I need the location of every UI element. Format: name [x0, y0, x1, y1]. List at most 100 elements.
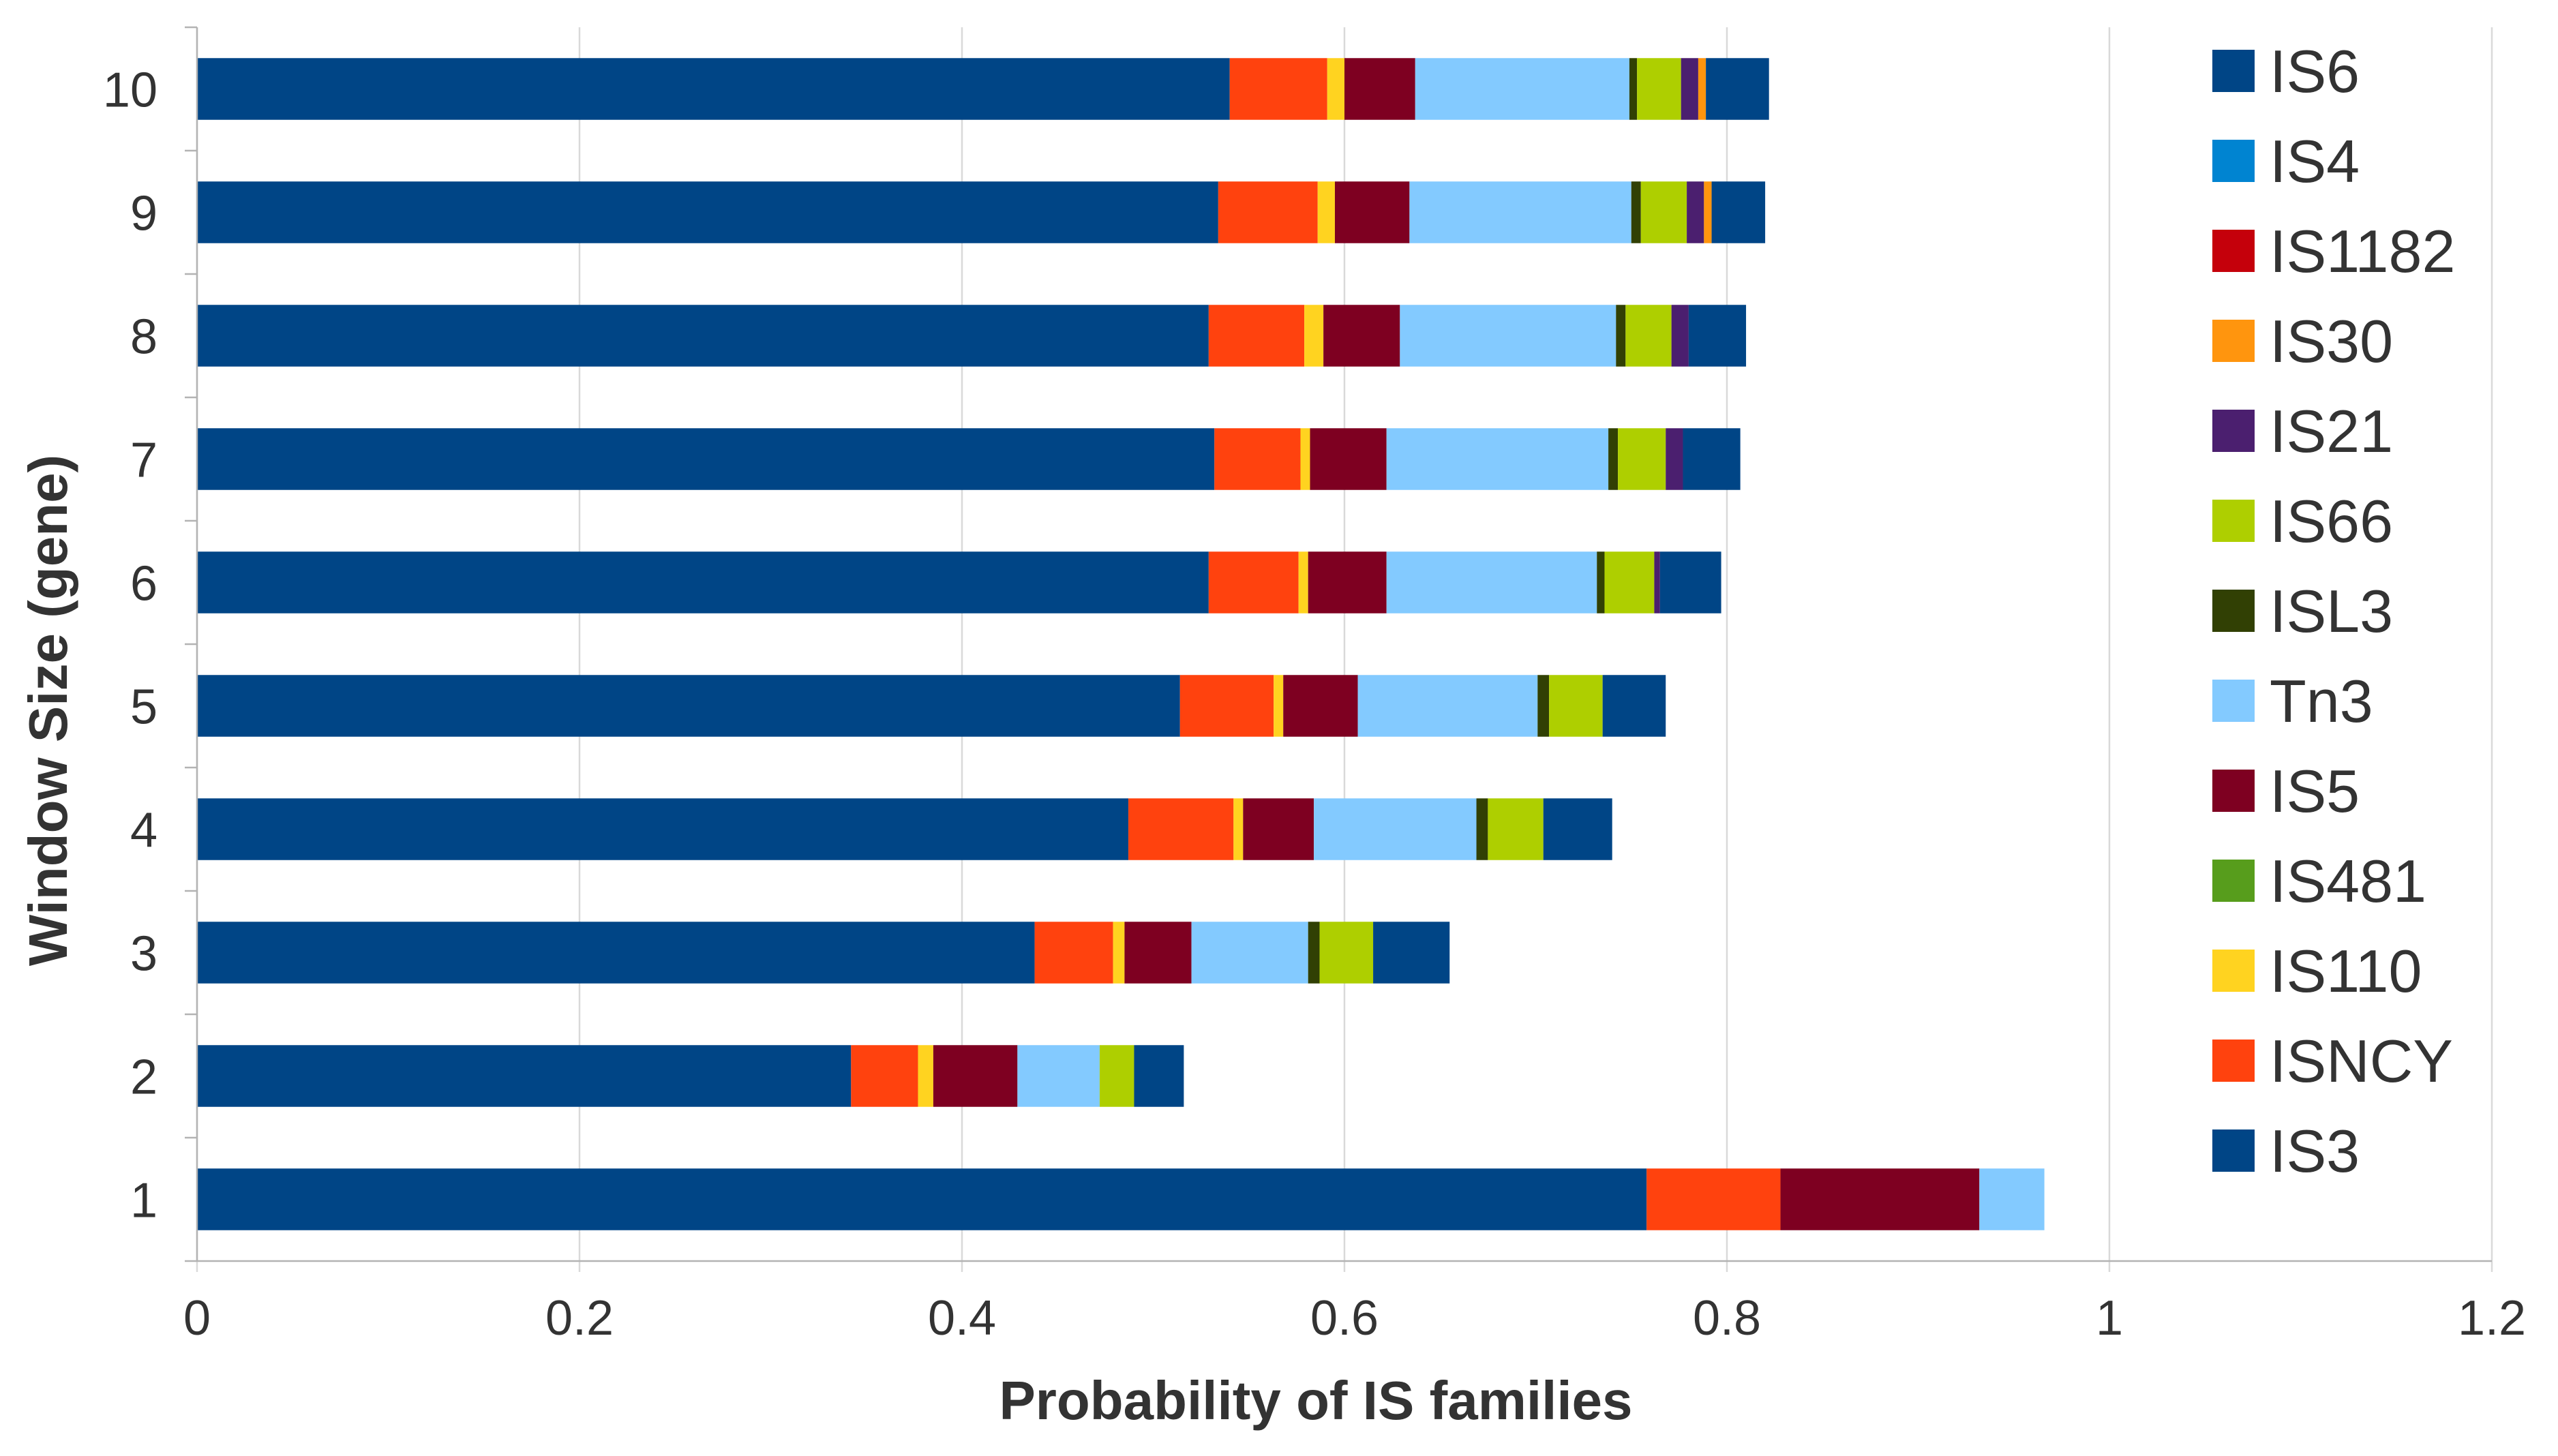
- bar-segment-isncy-window-5: [1179, 675, 1274, 737]
- bar-segment-is6-window-2: [1134, 1045, 1184, 1107]
- legend-label-is30: IS30: [2270, 307, 2393, 375]
- bar-segment-is110-window-6: [1298, 551, 1308, 613]
- bar-segment-is110-window-2: [918, 1045, 933, 1107]
- bar-segment-is3-window-7: [197, 428, 1215, 490]
- bar-segment-is66-window-5: [1549, 675, 1603, 737]
- bar-segment-is3-window-6: [197, 551, 1209, 613]
- bar-segment-isl3-window-3: [1308, 922, 1320, 984]
- bar-segment-is5-window-9: [1334, 181, 1410, 243]
- x-tick-labels: 0 0.2 0.4 0.6 0.8 1 1.2: [183, 1291, 2526, 1346]
- bar-segment-is5-window-5: [1283, 675, 1358, 737]
- x-tick-label: 0.4: [928, 1291, 996, 1346]
- bar-segment-is110-window-9: [1317, 181, 1335, 243]
- bar-segment-is110-window-4: [1233, 798, 1244, 860]
- bar-segment-is3-window-10: [197, 58, 1230, 120]
- y-tick-label: 2: [130, 1050, 157, 1105]
- bar-segment-is5-window-3: [1124, 922, 1192, 984]
- x-tick-label: 0: [183, 1291, 211, 1346]
- bar-segment-is110-window-3: [1113, 922, 1125, 984]
- bar-segment-tn3-window-9: [1409, 181, 1631, 243]
- axes: [185, 26, 2492, 1262]
- bar-segment-isl3-window-10: [1629, 58, 1638, 120]
- bar-segment-isncy-window-9: [1218, 181, 1318, 243]
- bar-segment-is5-window-4: [1243, 798, 1314, 860]
- y-tick-label: 9: [130, 187, 157, 241]
- bar-segment-is30-window-9: [1704, 181, 1712, 243]
- legend-swatch-is110: [2212, 950, 2255, 992]
- bar-segment-is5-window-6: [1308, 551, 1387, 613]
- bar-segment-is66-window-3: [1319, 922, 1374, 984]
- bar-segment-is110-window-10: [1327, 58, 1344, 120]
- bar-segment-is6-window-7: [1683, 428, 1741, 490]
- bar-segment-isncy-window-4: [1128, 798, 1234, 860]
- bar-segment-is5-window-1: [1780, 1168, 1980, 1230]
- bar-segment-is21-window-10: [1681, 58, 1698, 120]
- bar-segment-isl3-window-7: [1608, 428, 1619, 490]
- bar-segment-is66-window-8: [1625, 305, 1672, 367]
- y-tick-label: 3: [130, 927, 157, 982]
- bar-segment-isl3-window-8: [1616, 305, 1626, 367]
- bar-segment-isl3-window-4: [1476, 798, 1488, 860]
- bar-segment-is110-window-8: [1304, 305, 1324, 367]
- legend-swatch-is4: [2212, 140, 2255, 182]
- bar-segment-isl3-window-6: [1597, 551, 1605, 613]
- bar-segment-isncy-window-10: [1229, 58, 1327, 120]
- bar-segment-is66-window-10: [1637, 58, 1681, 120]
- legend-label-tn3: Tn3: [2270, 667, 2373, 735]
- bar-segment-is6-window-4: [1543, 798, 1612, 860]
- bar-segment-tn3-window-5: [1357, 675, 1538, 737]
- bar-segment-is110-window-7: [1300, 428, 1310, 490]
- bar-segment-is3-window-5: [197, 675, 1180, 737]
- legend-swatch-is21: [2212, 410, 2255, 452]
- bar-segment-is3-window-1: [197, 1168, 1647, 1230]
- y-tick-label: 1: [130, 1174, 157, 1228]
- bar-segment-is3-window-4: [197, 798, 1129, 860]
- legend-label-is1182: IS1182: [2270, 217, 2455, 285]
- bar-segment-is110-window-5: [1274, 675, 1284, 737]
- bar-segment-tn3-window-4: [1314, 798, 1477, 860]
- bar-segment-is66-window-9: [1640, 181, 1687, 243]
- y-tick-label: 4: [130, 804, 157, 858]
- bar-segment-tn3-window-2: [1017, 1045, 1100, 1107]
- legend-swatch-isncy: [2212, 1040, 2255, 1082]
- bar-segment-isl3-window-5: [1537, 675, 1550, 737]
- bar-segment-isncy-window-6: [1208, 551, 1299, 613]
- bar-segment-is66-window-4: [1488, 798, 1544, 860]
- legend-label-is481: IS481: [2270, 847, 2426, 915]
- y-tick-label: 5: [130, 680, 157, 735]
- legend-swatch-tn3: [2212, 680, 2255, 722]
- bar-segment-tn3-window-8: [1400, 305, 1616, 367]
- y-tick-label: 6: [130, 557, 157, 611]
- bar-segment-is3-window-3: [197, 922, 1035, 984]
- bar-segment-is66-window-2: [1099, 1045, 1134, 1107]
- y-tick-labels: 1 2 3 4 5 6 7 8 9 10: [103, 63, 157, 1228]
- bar-segment-is30-window-10: [1698, 58, 1706, 120]
- legend-label-is66: IS66: [2270, 487, 2393, 555]
- x-tick-label: 0.6: [1310, 1291, 1379, 1346]
- bar-segment-is3-window-8: [197, 305, 1209, 367]
- y-tick-label: 7: [130, 434, 157, 488]
- legend-swatch-is30: [2212, 320, 2255, 362]
- bar-segment-is3-window-2: [197, 1045, 852, 1107]
- bar-segment-is5-window-10: [1344, 58, 1415, 120]
- bar-segment-tn3-window-3: [1191, 922, 1308, 984]
- legend-label-is6: IS6: [2270, 37, 2360, 105]
- x-tick-label: 1.2: [2458, 1291, 2526, 1346]
- bar-segment-is66-window-6: [1604, 551, 1655, 613]
- bar-segment-isncy-window-8: [1208, 305, 1305, 367]
- legend-swatch-is1182: [2212, 230, 2255, 272]
- bar-segment-is6-window-9: [1711, 181, 1766, 243]
- legend-swatch-is3: [2212, 1129, 2255, 1172]
- bar-segment-tn3-window-7: [1386, 428, 1609, 490]
- bar-segment-tn3-window-6: [1386, 551, 1597, 613]
- bar-segment-isncy-window-2: [851, 1045, 918, 1107]
- legend-swatch-is66: [2212, 500, 2255, 542]
- bar-segment-is21-window-7: [1666, 428, 1683, 490]
- legend-label-is4: IS4: [2270, 127, 2360, 195]
- bar-segment-isncy-window-7: [1214, 428, 1301, 490]
- x-axis-title: Probability of IS families: [999, 1370, 1632, 1431]
- legend: IS6 IS4 IS1182 IS30 IS21 IS66 ISL3 Tn3 IS5 IS481 I…: [2212, 37, 2455, 1185]
- bar-segment-is6-window-6: [1659, 551, 1721, 613]
- bar-segment-is5-window-7: [1310, 428, 1387, 490]
- x-tick-label: 1: [2096, 1291, 2123, 1346]
